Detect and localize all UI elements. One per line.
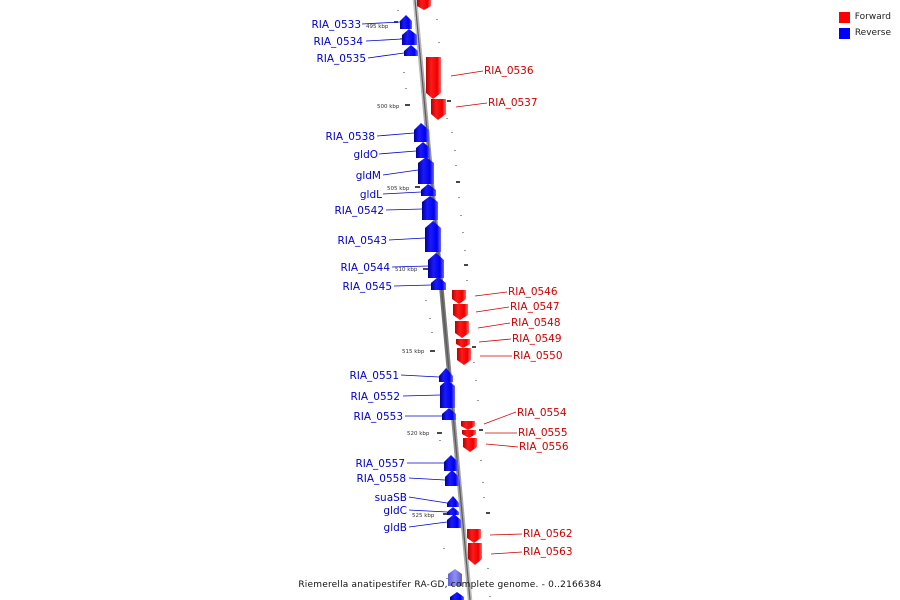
gene-label[interactable]: RIA_0534 — [313, 36, 363, 48]
gene-label[interactable]: RIA_0533 — [311, 19, 361, 31]
gene-block-RIA_0545[interactable] — [431, 277, 446, 290]
reverse-swatch — [839, 27, 850, 39]
reverse-gene-blocks — [400, 15, 464, 600]
scale-labels: 495 kbp 500 kbp 505 kbp 510 kbp 515 kbp … — [366, 24, 435, 519]
gene-block-gldM[interactable] — [418, 157, 434, 184]
backbone — [412, 0, 473, 600]
gene-block-RIA_0548[interactable] — [455, 321, 469, 338]
gene-block-bottom[interactable] — [448, 569, 462, 586]
gene-label[interactable]: RIA_0536 — [484, 65, 534, 77]
gene-block-RIA_0546[interactable] — [452, 290, 466, 304]
gene-label[interactable]: RIA_0549 — [512, 333, 562, 345]
gene-label[interactable]: RIA_0557 — [355, 458, 405, 470]
gene-block-RIA_0558[interactable] — [445, 470, 459, 486]
scale-label: 520 kbp — [407, 431, 430, 437]
gene-label[interactable]: RIA_0547 — [510, 301, 560, 313]
gene-label[interactable]: RIA_0563 — [523, 546, 573, 558]
legend-reverse-label: Reverse — [854, 28, 891, 38]
legend-forward[interactable]: Forward — [839, 9, 891, 25]
scale-label: 505 kbp — [387, 186, 410, 192]
gene-block-RIA_0534[interactable] — [402, 29, 417, 45]
gene-block-RIA_0551[interactable] — [439, 368, 453, 382]
gene-label[interactable]: RIA_0553 — [353, 411, 403, 423]
gene-label[interactable]: RIA_0542 — [334, 205, 384, 217]
gene-label[interactable]: gldM — [356, 170, 381, 182]
gene-label[interactable]: RIA_0543 — [337, 235, 387, 247]
legend-forward-label: Forward — [854, 12, 891, 22]
gene-block-gldO[interactable] — [416, 142, 430, 158]
gene-block-RIA_0562[interactable] — [467, 529, 481, 543]
gene-block-RIA_0542[interactable] — [422, 196, 438, 220]
forward-gene-blocks — [426, 57, 482, 565]
gene-block-RIA_0549[interactable] — [456, 339, 470, 348]
gene-block-RIA_0544[interactable] — [428, 253, 444, 278]
gene-block-RIA_0563[interactable] — [468, 543, 482, 565]
gene-label[interactable]: RIA_0544 — [340, 262, 390, 274]
gene-label[interactable]: RIA_0558 — [356, 473, 406, 485]
gene-label[interactable]: RIA_0545 — [342, 281, 392, 293]
forward-gene-labels: RIA_0536 RIA_0537 RIA_0546 RIA_0547 RIA_… — [484, 65, 573, 558]
scale-label: 495 kbp — [366, 24, 389, 30]
genome-caption: Riemerella anatipestifer RA-GD, complete… — [298, 580, 602, 590]
gene-block-RIA_0553[interactable] — [442, 408, 456, 420]
legend-reverse[interactable]: Reverse — [839, 25, 891, 41]
gene-label[interactable]: gldL — [360, 189, 382, 201]
gene-label[interactable]: RIA_0535 — [316, 53, 366, 65]
gene-block-RIA_0543[interactable] — [425, 221, 441, 252]
gene-block-bottom-2[interactable] — [450, 592, 464, 600]
gene-block-RIA_0557[interactable] — [444, 455, 458, 471]
forward-leader-lines — [450, 70, 523, 555]
gene-label[interactable]: RIA_0548 — [511, 317, 561, 329]
gene-label[interactable]: RIA_0554 — [517, 407, 567, 419]
gene-label[interactable]: RIA_0556 — [519, 441, 569, 453]
scale-label: 510 kbp — [395, 267, 418, 273]
gene-label[interactable]: RIA_0537 — [488, 97, 538, 109]
gene-block-RIA_0536[interactable] — [426, 57, 441, 99]
gene-label[interactable]: RIA_0550 — [513, 350, 563, 362]
gene-block-RIA_0556[interactable] — [463, 438, 477, 452]
gene-label[interactable]: RIA_0562 — [523, 528, 573, 540]
gene-label[interactable]: RIA_0555 — [518, 427, 568, 439]
gene-block-RIA_0537[interactable] — [431, 99, 446, 120]
gene-label[interactable]: gldC — [383, 505, 407, 517]
legend: Forward Reverse — [839, 9, 891, 41]
gene-label[interactable]: suaSB — [375, 492, 407, 504]
gene-label[interactable]: RIA_0538 — [325, 131, 375, 143]
gene-block-gldL[interactable] — [421, 184, 436, 196]
gene-label[interactable]: gldO — [353, 149, 378, 161]
gene-block-RIA_0550[interactable] — [457, 348, 471, 365]
gene-block-RIA_0535[interactable] — [404, 45, 418, 56]
gene-block-RIA_0555[interactable] — [462, 430, 476, 438]
gene-block-RIA_0552[interactable] — [440, 380, 455, 408]
scale-label: 525 kbp — [412, 513, 435, 519]
forward-gene-block[interactable] — [417, 0, 431, 10]
gene-block-gldB[interactable] — [447, 514, 461, 528]
gene-block-RIA_0554[interactable] — [461, 421, 475, 430]
gene-block-gldC[interactable] — [447, 507, 459, 515]
gene-block-RIA_0533[interactable] — [400, 15, 412, 29]
reverse-gene-labels: RIA_0533 RIA_0534 RIA_0535 RIA_0538 gldO… — [311, 19, 407, 534]
gene-label[interactable]: RIA_0551 — [349, 370, 399, 382]
gene-block-suaSB[interactable] — [447, 496, 459, 507]
forward-swatch — [839, 11, 850, 23]
reverse-leader-lines — [361, 21, 448, 528]
scale-label: 500 kbp — [377, 104, 400, 110]
gene-label[interactable]: RIA_0546 — [508, 286, 558, 298]
gene-block-RIA_0538[interactable] — [414, 123, 429, 142]
gene-label[interactable]: RIA_0552 — [350, 391, 400, 403]
gene-block-RIA_0547[interactable] — [453, 304, 468, 320]
gene-label[interactable]: gldB — [384, 522, 407, 534]
scale-label: 515 kbp — [402, 349, 425, 355]
